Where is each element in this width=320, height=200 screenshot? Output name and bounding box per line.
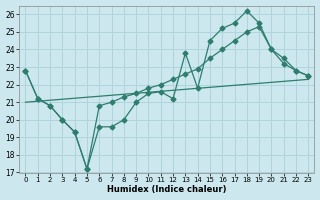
X-axis label: Humidex (Indice chaleur): Humidex (Indice chaleur) — [107, 185, 227, 194]
